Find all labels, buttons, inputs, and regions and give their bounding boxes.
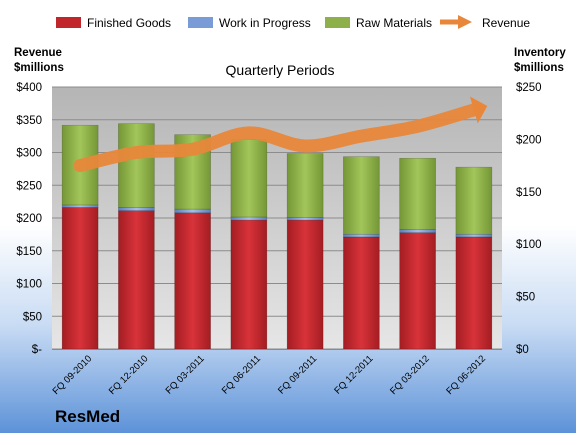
revenue-arrowhead: [469, 96, 488, 124]
category-labels: FQ 09-2010 FQ 12-2010 FQ 03-2011 FQ 06-2011…: [51, 353, 488, 397]
left-tick-label: $400: [16, 82, 42, 94]
legend-label-finished-goods: Finished Goods: [87, 16, 171, 30]
bar-raw-materials: [118, 123, 155, 208]
left-tick-label: $-: [32, 344, 42, 356]
category-label: FQ 06-2012: [444, 353, 488, 397]
bar-finished-goods: [343, 236, 380, 350]
left-tick-label: $100: [16, 279, 42, 291]
right-tick-label: $150: [516, 187, 542, 199]
category-label: FQ 12-2011: [332, 353, 375, 396]
bar-finished-goods: [118, 210, 155, 350]
bar-finished-goods: [174, 212, 211, 350]
legend-arrow-revenue: [458, 15, 472, 29]
right-tick-label: $200: [516, 134, 542, 146]
bar-raw-materials: [455, 166, 493, 235]
left-axis-label-line2: $millions: [14, 62, 64, 74]
right-tick-label: $100: [516, 239, 542, 251]
category-label: FQ 12-2010: [107, 353, 151, 397]
bar-finished-goods: [61, 207, 99, 350]
bar-finished-goods: [286, 219, 324, 350]
bar-work-in-progress: [286, 217, 324, 221]
category-label: FQ 03-2011: [164, 353, 207, 396]
bars: [61, 123, 493, 350]
bar-raw-materials: [343, 156, 380, 235]
legend-label-work-in-progress: Work in Progress: [219, 16, 311, 30]
legend-swatch-raw-materials: [325, 17, 350, 28]
right-tick-label: $0: [516, 344, 529, 356]
legend: Finished Goods Work in Progress Raw Mate…: [56, 15, 530, 30]
left-axis-ticks: $- $50 $100 $150 $200 $250 $300 $350 $400: [16, 82, 42, 356]
right-axis-label-line2: $millions: [514, 62, 564, 74]
bar-raw-materials: [286, 153, 324, 218]
right-tick-label: $50: [516, 292, 535, 304]
category-label: FQ 09-2011: [276, 353, 319, 396]
left-tick-label: $150: [16, 246, 42, 258]
category-label: FQ 09-2010: [51, 353, 95, 397]
bar-work-in-progress: [343, 233, 380, 238]
left-tick-label: $250: [16, 180, 42, 192]
bar-work-in-progress: [61, 204, 99, 208]
bar-finished-goods: [455, 236, 493, 350]
bar-work-in-progress: [118, 207, 155, 211]
revenue-line: [73, 103, 481, 173]
bar-finished-goods: [230, 219, 268, 350]
bar-raw-materials: [399, 157, 436, 230]
bar-work-in-progress: [230, 216, 268, 221]
bar-work-in-progress: [174, 208, 211, 214]
bar-work-in-progress: [455, 233, 493, 238]
left-axis-label-line1: Revenue: [14, 47, 62, 59]
category-label: FQ 06-2011: [220, 353, 263, 396]
revenue-line-layer: [73, 96, 488, 173]
legend-label-revenue: Revenue: [482, 16, 530, 30]
right-tick-label: $250: [516, 82, 542, 94]
bar-finished-goods: [399, 232, 436, 350]
legend-label-raw-materials: Raw Materials: [356, 16, 432, 30]
right-axis-ticks: $0 $50 $100 $150 $200 $250: [516, 82, 542, 356]
category-label: FQ 03-2012: [388, 353, 432, 397]
bar-raw-materials: [230, 139, 268, 218]
left-tick-label: $300: [16, 148, 42, 160]
bar-work-in-progress: [399, 229, 436, 233]
company-name: ResMed: [55, 407, 120, 426]
legend-swatch-finished-goods: [56, 17, 81, 28]
left-tick-label: $200: [16, 213, 42, 225]
left-tick-label: $350: [16, 115, 42, 127]
right-axis-label-line1: Inventory: [514, 47, 566, 59]
legend-swatch-work-in-progress: [188, 17, 213, 28]
chart-title: Quarterly Periods: [226, 62, 335, 78]
left-tick-label: $50: [23, 311, 42, 323]
